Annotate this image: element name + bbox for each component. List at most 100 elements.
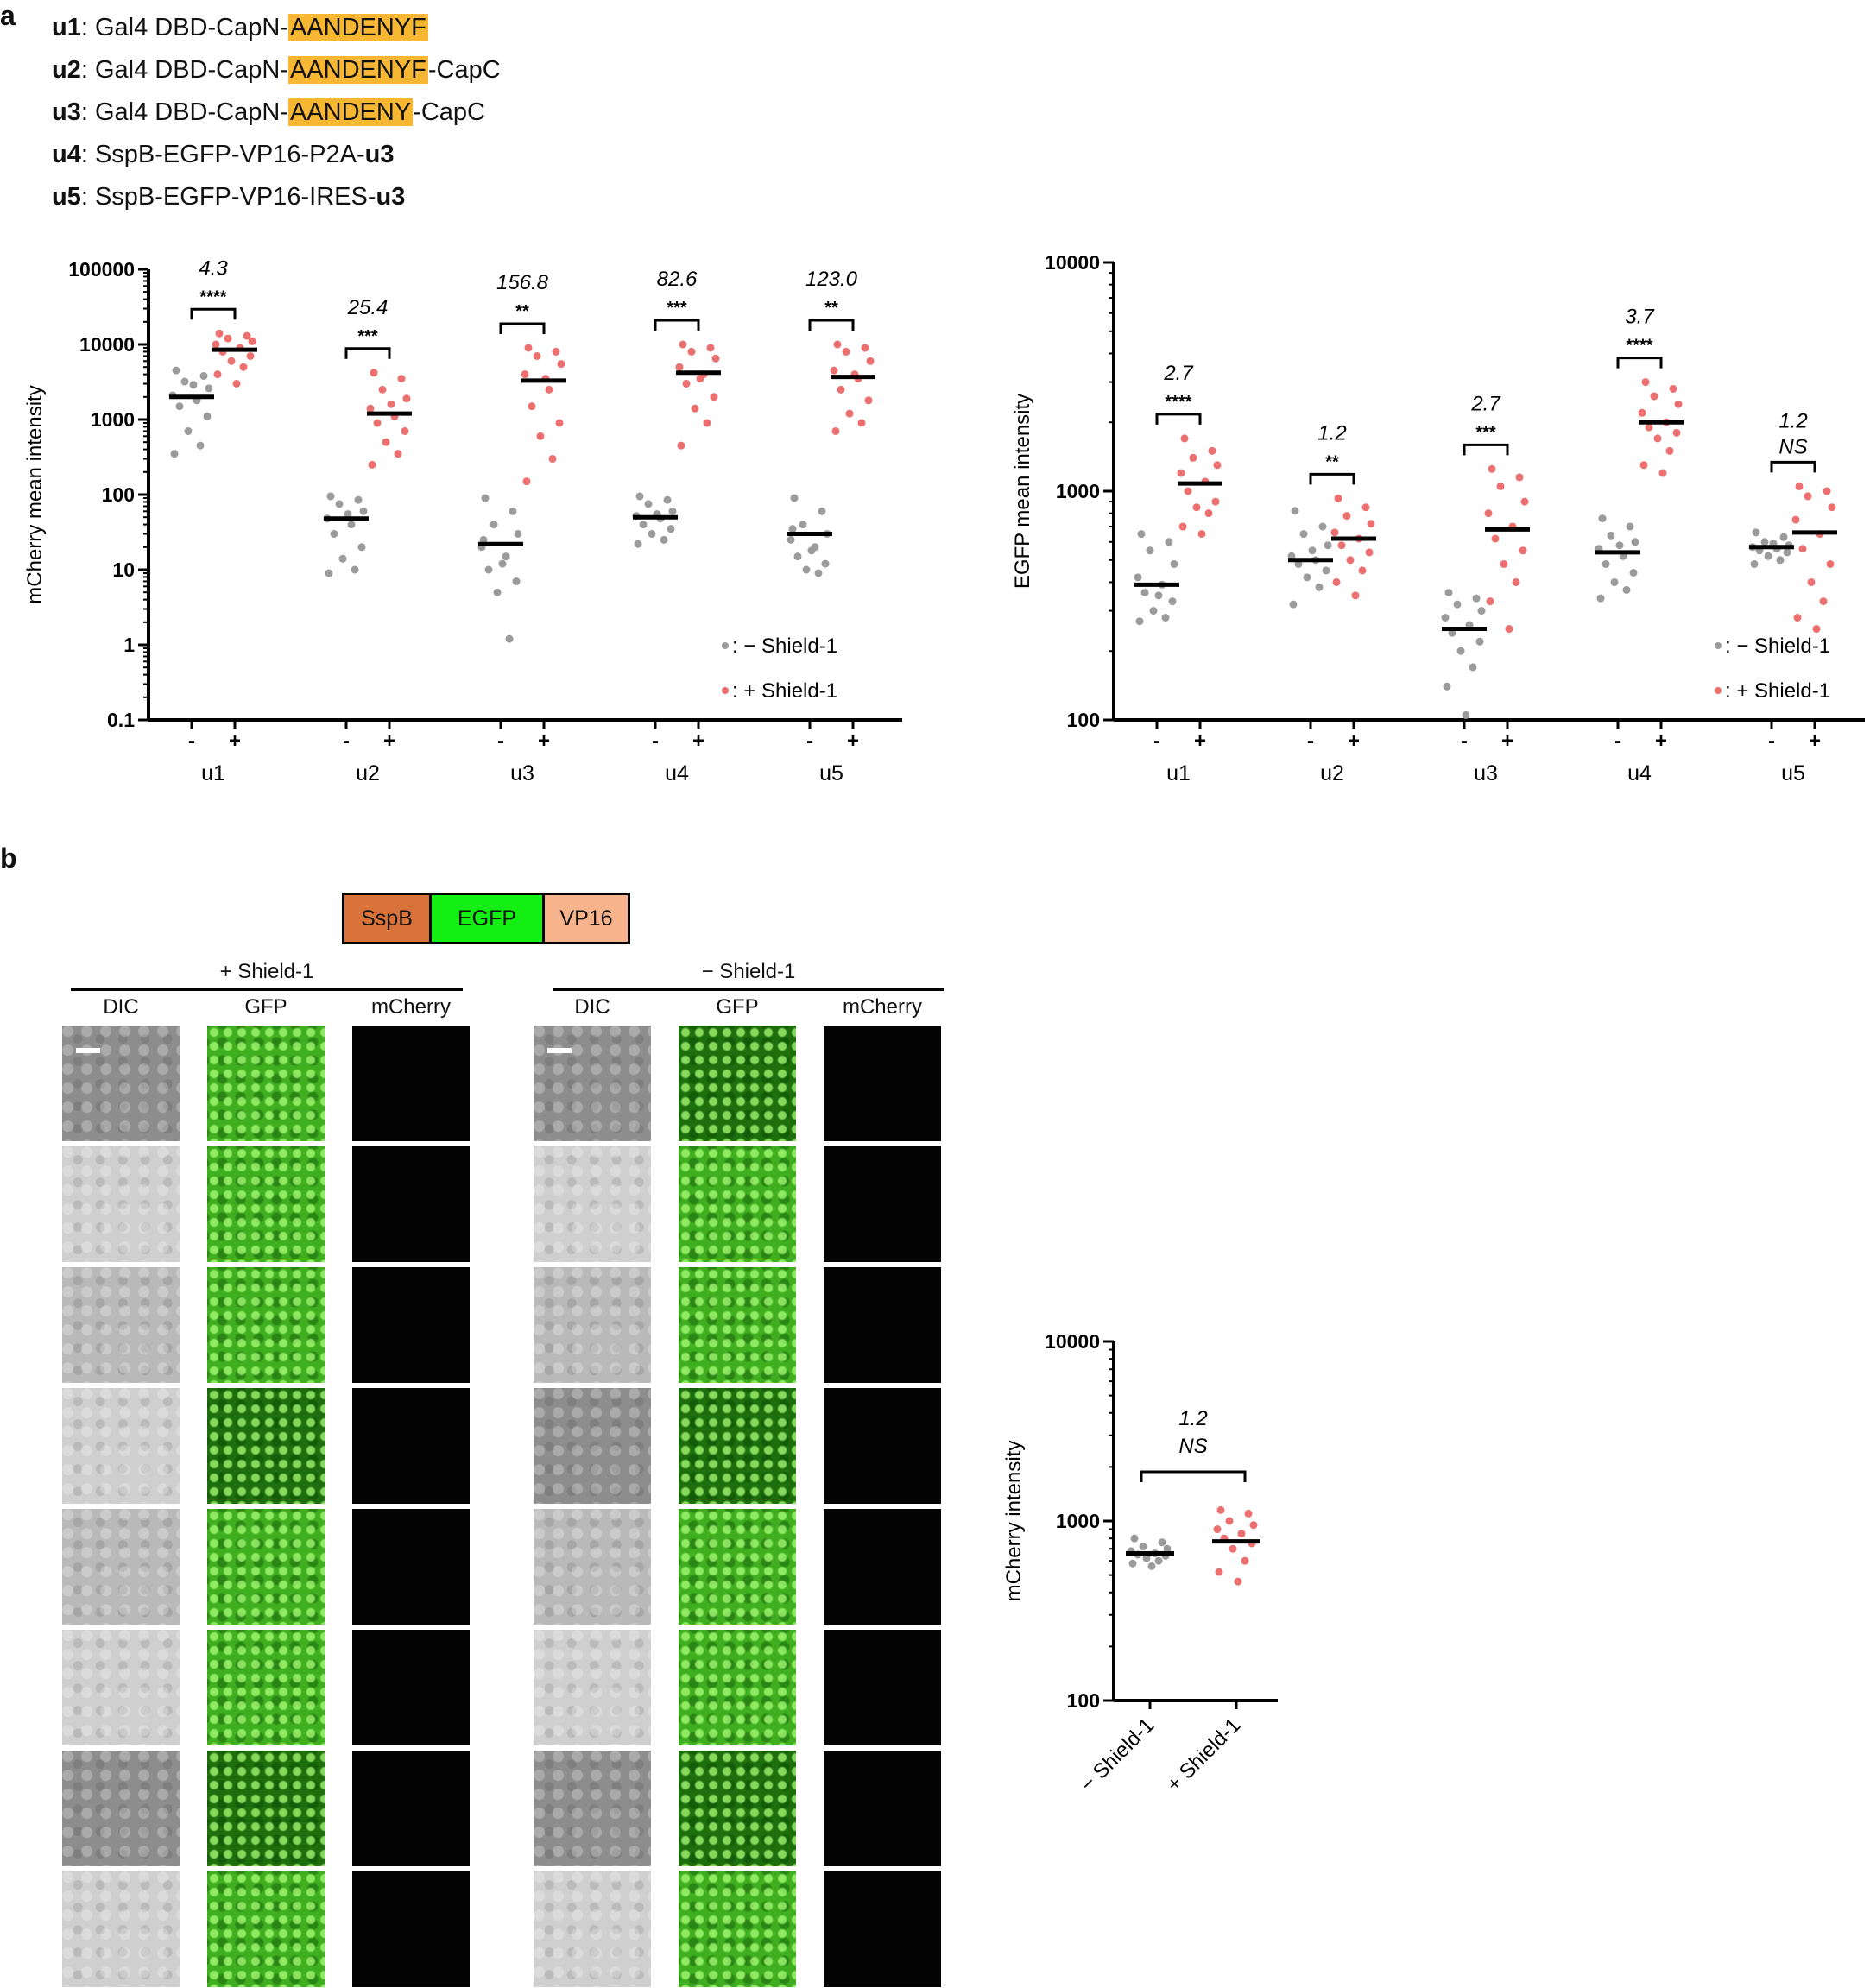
- data-point-minus: [170, 450, 179, 458]
- data-point-minus: [1444, 589, 1453, 597]
- data-point-plus: [368, 460, 376, 469]
- x-sublabel-plus: +: [1194, 729, 1206, 753]
- vp16-box: VP16: [545, 895, 628, 942]
- data-point-minus: [347, 521, 356, 529]
- y-tick-label: 100: [1067, 1689, 1100, 1712]
- panel-a-label: a: [0, 0, 16, 31]
- data-point-minus: [1168, 597, 1177, 606]
- data-point-plus: [837, 385, 845, 394]
- data-point-minus: [1146, 546, 1154, 555]
- data-point-plus: [1641, 378, 1650, 387]
- gfp-image-tile: [679, 1751, 796, 1866]
- construct-u5: u5: SspB-EGFP-VP16-IRES-u3: [52, 183, 406, 211]
- data-point-plus: [679, 340, 687, 349]
- data-point-plus: [1795, 482, 1804, 490]
- dic-image-tile: [62, 1146, 180, 1262]
- data-point-plus: [401, 426, 409, 435]
- data-point-plus: [239, 363, 248, 371]
- x-sublabel-minus: -: [343, 729, 350, 753]
- data-point-minus: [1140, 589, 1149, 597]
- data-point-plus: [1332, 577, 1341, 586]
- data-point-minus: [330, 529, 338, 538]
- x-sublabel-minus: -: [1768, 729, 1775, 753]
- data-point-plus: [545, 385, 553, 394]
- data-point-minus: [1154, 591, 1163, 600]
- data-point-plus: [696, 375, 704, 383]
- mcherry-image-tile: [824, 1509, 941, 1625]
- data-point-minus: [635, 492, 644, 501]
- data-point-minus: [484, 565, 493, 574]
- data-point-minus: [1750, 559, 1759, 568]
- data-point-minus: [1308, 546, 1317, 555]
- gfp-image-tile: [207, 1509, 325, 1625]
- y-tick-label: 1000: [1056, 480, 1100, 502]
- data-point-minus: [807, 546, 816, 555]
- dic-image-tile: [62, 1751, 180, 1866]
- x-sublabel-plus: +: [229, 729, 241, 753]
- data-point-minus: [1776, 556, 1785, 565]
- data-point-plus: [1658, 469, 1667, 477]
- x-group-label: u3: [1474, 761, 1498, 786]
- fold-change-label: 1.2: [1778, 409, 1807, 432]
- significance-bracket: [1309, 472, 1355, 485]
- data-point-minus: [814, 569, 823, 577]
- minus-shield-group-title: − Shield-1: [701, 960, 796, 983]
- data-point-minus: [1477, 607, 1486, 615]
- x-sublabel-minus: -: [806, 729, 813, 753]
- data-point-plus: [1804, 492, 1812, 501]
- legend-label-plus: : + Shield-1: [1725, 679, 1830, 703]
- column-title-gfp: GFP: [716, 995, 759, 1019]
- data-point-minus: [1598, 514, 1607, 523]
- significance-label: ***: [357, 327, 378, 346]
- significance-label: ***: [1475, 423, 1496, 442]
- data-point-minus: [1443, 682, 1451, 691]
- data-point-plus: [1638, 408, 1646, 417]
- data-point-plus: [1669, 385, 1677, 394]
- data-point-plus: [521, 370, 529, 379]
- y-tick-label: 10000: [1045, 1330, 1100, 1353]
- gfp-image-tile: [679, 1146, 796, 1262]
- dic-image-tile: [534, 1146, 651, 1262]
- minus-shield-group-line: [553, 988, 944, 991]
- data-point-plus: [213, 370, 222, 379]
- plus-shield-group-title: + Shield-1: [219, 960, 314, 983]
- data-point-minus: [802, 565, 811, 574]
- fold-change-label: 156.8: [496, 271, 549, 294]
- column-title-dic: DIC: [103, 995, 139, 1019]
- scale-bar: [76, 1048, 100, 1053]
- data-point-minus: [175, 402, 184, 411]
- significance-bracket: [1155, 413, 1202, 425]
- data-point-minus: [509, 507, 517, 515]
- data-point-plus: [528, 402, 536, 411]
- data-point-plus: [366, 404, 375, 413]
- data-point-plus: [248, 337, 256, 345]
- construct-u3: u3: Gal4 DBD-CapN-AANDENY-CapC: [52, 98, 485, 126]
- data-point-minus: [502, 552, 510, 561]
- data-point-plus: [1184, 487, 1192, 495]
- highlighted-sequence: AANDENYF: [287, 56, 428, 84]
- data-point-plus: [533, 351, 541, 360]
- data-point-plus: [1798, 545, 1807, 553]
- gfp-image-tile: [679, 1630, 796, 1745]
- data-point-plus: [1225, 1517, 1234, 1525]
- data-point-plus: [1520, 497, 1529, 506]
- data-point-minus: [1158, 1538, 1166, 1547]
- data-point-minus: [1165, 538, 1173, 546]
- data-point-minus: [490, 521, 498, 529]
- x-sublabel-plus: +: [847, 729, 859, 753]
- column-title-dic: DIC: [574, 995, 610, 1019]
- column-title-mcherry: mCherry: [842, 995, 922, 1019]
- data-point-minus: [1139, 1543, 1147, 1551]
- data-point-plus: [1819, 597, 1828, 606]
- construct-id: u5: [52, 183, 81, 211]
- x-sublabel-minus: -: [652, 729, 659, 753]
- gfp-image-tile: [207, 1026, 325, 1141]
- data-point-minus: [1170, 559, 1178, 568]
- legend-marker-plus: [722, 687, 729, 694]
- data-point-minus: [479, 535, 488, 544]
- dic-image-tile: [62, 1388, 180, 1504]
- data-point-plus: [1237, 1530, 1246, 1538]
- scale-bar: [547, 1048, 572, 1053]
- y-tick-label: 10000: [79, 333, 135, 356]
- x-sublabel-plus: +: [383, 729, 395, 753]
